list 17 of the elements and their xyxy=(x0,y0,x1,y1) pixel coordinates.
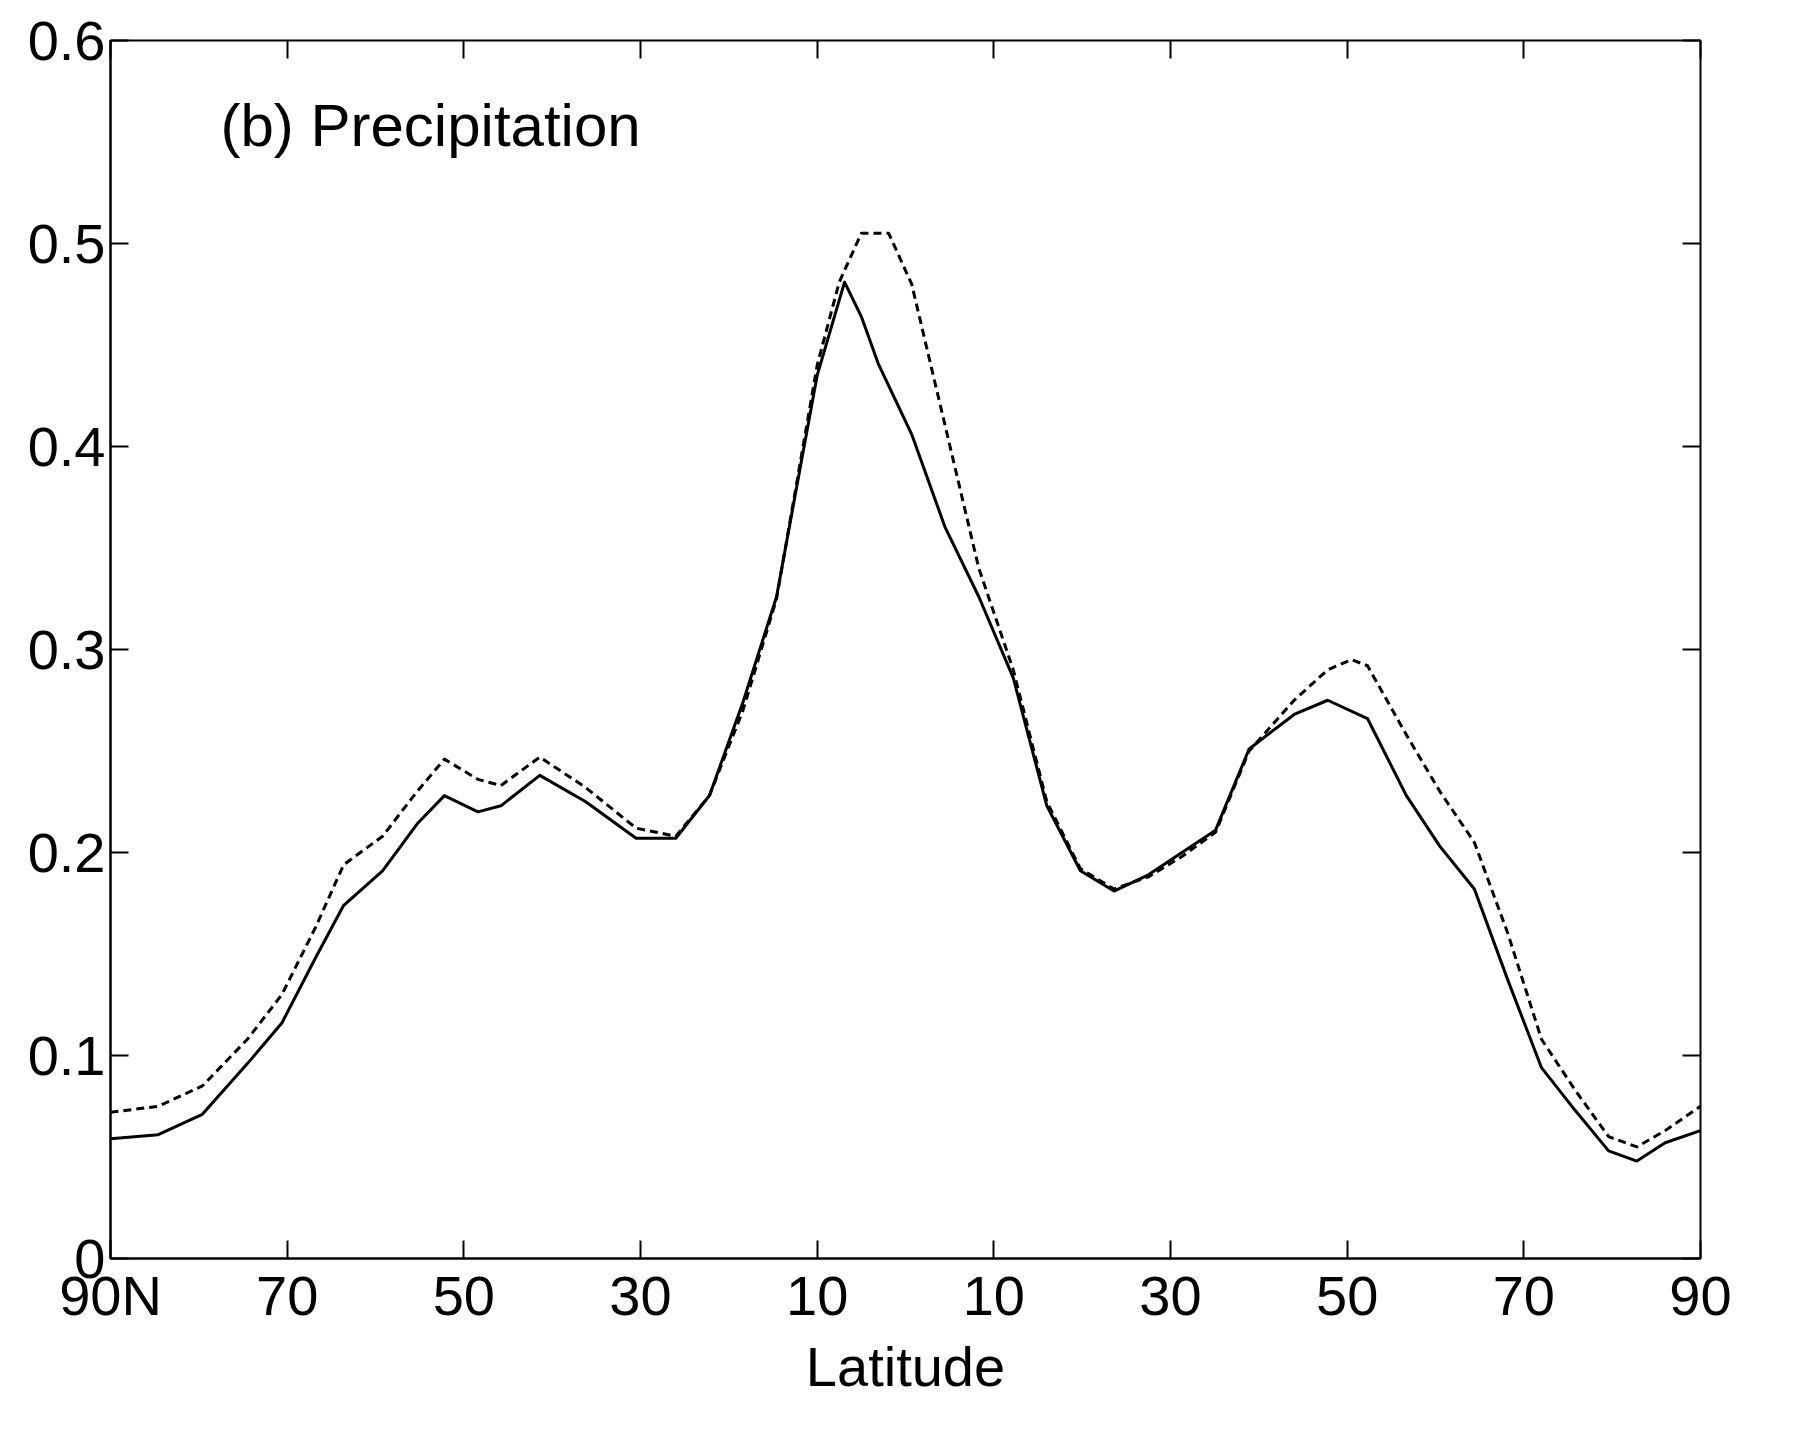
x-tick-label: 50 xyxy=(1316,1263,1379,1327)
y-tick-label: 0.6 xyxy=(27,8,106,72)
annotation: (b) Precipitation xyxy=(220,91,641,159)
x-axis-title: Latitude xyxy=(805,1334,1006,1398)
y-tick-label: 0.5 xyxy=(27,211,106,275)
x-tick-label: 50 xyxy=(432,1263,495,1327)
y-tick-label: 0.2 xyxy=(27,820,106,884)
x-tick-label: 10 xyxy=(962,1263,1025,1327)
x-tick-label: 70 xyxy=(1492,1263,1555,1327)
x-tick-label: 90 xyxy=(1669,1263,1732,1327)
x-tick-label: 30 xyxy=(1139,1263,1202,1327)
y-tick-label: 0.3 xyxy=(27,617,106,681)
x-tick-label: 70 xyxy=(256,1263,319,1327)
x-tick-label: 10 xyxy=(786,1263,849,1327)
y-tick-label: 0.4 xyxy=(27,414,106,478)
x-tick-label: 30 xyxy=(609,1263,672,1327)
y-tick-label: 0.1 xyxy=(27,1023,106,1087)
